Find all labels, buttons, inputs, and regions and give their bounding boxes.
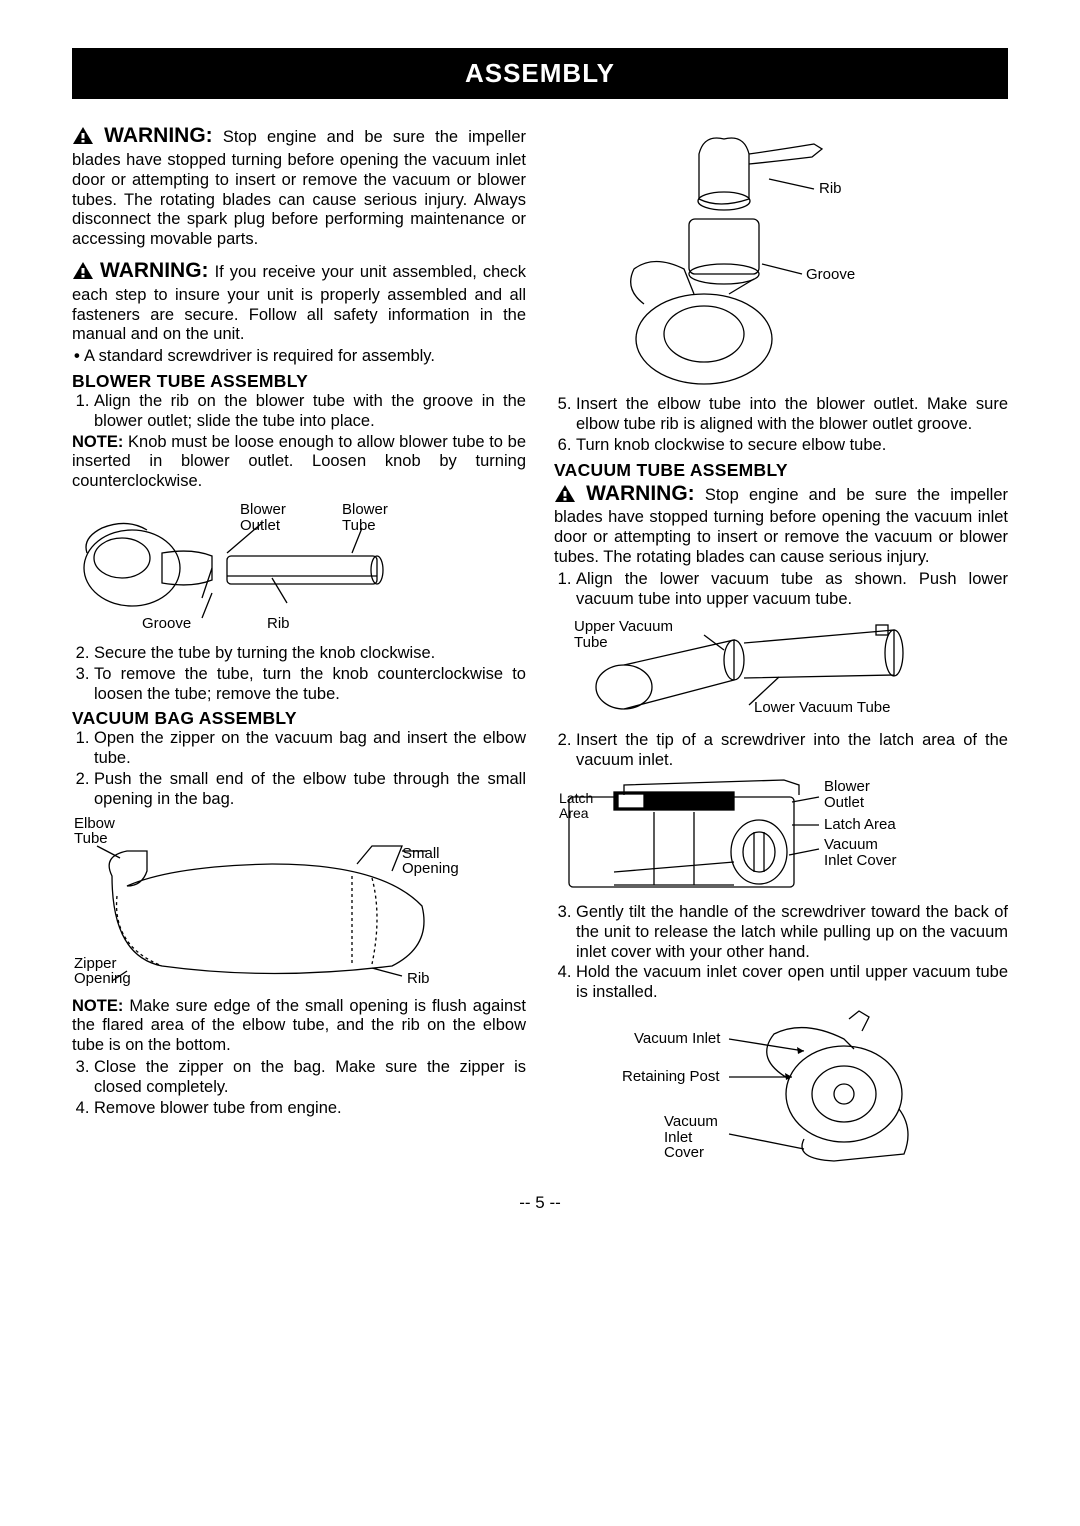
- fig1-svg: [72, 498, 512, 638]
- columns: WARNING: Stop engine and be sure the imp…: [72, 123, 1008, 1175]
- step: Align the lower vacuum tube as shown. Pu…: [576, 570, 1008, 610]
- step: Secure the tube by turning the knob cloc…: [94, 644, 526, 664]
- warning-1: WARNING: Stop engine and be sure the imp…: [72, 123, 526, 250]
- step: Insert the elbow tube into the blower ou…: [576, 395, 1008, 435]
- bag-steps-b: Close the zipper on the bag. Make sure t…: [72, 1058, 526, 1118]
- step: Push the small end of the elbow tube thr…: [94, 770, 526, 810]
- label-blower-outlet2: Blower Outlet: [824, 779, 870, 811]
- vactube-steps-c: Gently tilt the handle of the screwdrive…: [554, 903, 1008, 1003]
- step: Hold the vacuum inlet cover open until u…: [576, 963, 1008, 1003]
- label-inlet-cover2: Vacuum Inlet Cover: [664, 1114, 718, 1161]
- warning-3: WARNING: Stop engine and be sure the imp…: [554, 481, 1008, 568]
- figure-vacuum-bag: Elbow Tube Small Opening Zipper Opening …: [72, 816, 526, 991]
- vacuum-bag-title: VACUUM BAG ASSEMBLY: [72, 708, 526, 729]
- note-label: NOTE:: [72, 997, 123, 1015]
- warning-2: WARNING: If you receive your unit assemb…: [72, 258, 526, 345]
- fig6-svg: [554, 1009, 994, 1169]
- step: Open the zipper on the vacuum bag and in…: [94, 729, 526, 769]
- tool-item: A standard screwdriver is required for a…: [84, 347, 526, 367]
- note-2-text: Make sure edge of the small opening is f…: [72, 997, 526, 1055]
- note-2: NOTE: Make sure edge of the small openin…: [72, 997, 526, 1056]
- tool-list: A standard screwdriver is required for a…: [72, 347, 526, 367]
- label-small-opening: Small Opening: [402, 846, 459, 878]
- figure-latch: Latch Area Blower Outlet Latch Area Vacu…: [554, 777, 1008, 897]
- label-elbow-tube: Elbow Tube: [74, 816, 115, 848]
- note-1: NOTE: Knob must be loose enough to allow…: [72, 433, 526, 492]
- left-column: WARNING: Stop engine and be sure the imp…: [72, 123, 526, 1175]
- warning-label: WARNING:: [100, 259, 209, 282]
- vactube-steps-b: Insert the tip of a screwdriver into the…: [554, 731, 1008, 771]
- label-zipper-opening: Zipper Opening: [74, 956, 131, 988]
- label-latch-area2: Latch Area: [824, 817, 896, 833]
- page-number: -- 5 --: [72, 1193, 1008, 1213]
- blower-steps-a: Align the rib on the blower tube with th…: [72, 392, 526, 432]
- label-lower-tube: Lower Vacuum Tube: [754, 700, 890, 716]
- label-inlet-cover: Vacuum Inlet Cover: [824, 837, 897, 869]
- label-latch-area: Latch Area: [559, 791, 593, 820]
- label-rib: Rib: [267, 616, 290, 632]
- step: Gently tilt the handle of the screwdrive…: [576, 903, 1008, 962]
- blower-tube-title: BLOWER TUBE ASSEMBLY: [72, 371, 526, 392]
- warning-icon: [554, 484, 576, 509]
- fig3-svg: [554, 129, 994, 389]
- vacuum-tube-title: VACUUM TUBE ASSEMBLY: [554, 460, 1008, 481]
- step: Remove blower tube from engine.: [94, 1099, 526, 1119]
- warning-icon: [72, 261, 94, 286]
- note-1-text: Knob must be loose enough to allow blowe…: [72, 433, 526, 491]
- figure-inlet-cover: Vacuum Inlet Retaining Post Vacuum Inlet…: [554, 1009, 1008, 1169]
- bag-steps-a: Open the zipper on the vacuum bag and in…: [72, 729, 526, 809]
- label-groove3: Groove: [806, 267, 855, 283]
- label-rib3: Rib: [819, 181, 842, 197]
- figure-vac-tubes: Upper Vacuum Tube Lower Vacuum Tube: [554, 615, 1008, 725]
- label-groove: Groove: [142, 616, 191, 632]
- warning-label: WARNING:: [586, 482, 695, 505]
- warning-label: WARNING:: [104, 124, 213, 147]
- label-retaining-post: Retaining Post: [622, 1069, 720, 1085]
- label-upper-tube: Upper Vacuum Tube: [574, 619, 673, 651]
- warning-icon: [72, 126, 94, 151]
- note-label: NOTE:: [72, 433, 123, 451]
- step: Close the zipper on the bag. Make sure t…: [94, 1058, 526, 1098]
- vactube-steps-a: Align the lower vacuum tube as shown. Pu…: [554, 570, 1008, 610]
- figure-blower-tube: Blower Outlet Blower Tube Groove Rib: [72, 498, 526, 638]
- step: To remove the tube, turn the knob counte…: [94, 665, 526, 705]
- blower-steps-b: Secure the tube by turning the knob cloc…: [72, 644, 526, 704]
- label-blower-outlet: Blower Outlet: [240, 502, 286, 534]
- step: Insert the tip of a screwdriver into the…: [576, 731, 1008, 771]
- label-blower-tube: Blower Tube: [342, 502, 388, 534]
- step: Turn knob clockwise to secure elbow tube…: [576, 436, 1008, 456]
- label-vac-inlet: Vacuum Inlet: [634, 1031, 720, 1047]
- elbow-steps: Insert the elbow tube into the blower ou…: [554, 395, 1008, 455]
- figure-elbow-engine: Rib Groove: [554, 129, 1008, 389]
- fig2-svg: [72, 816, 512, 991]
- right-column: Rib Groove Insert the elbow tube into th…: [554, 123, 1008, 1175]
- step: Align the rib on the blower tube with th…: [94, 392, 526, 432]
- header-bar: ASSEMBLY: [72, 48, 1008, 99]
- fig5-svg: [554, 777, 994, 897]
- label-rib2: Rib: [407, 971, 430, 987]
